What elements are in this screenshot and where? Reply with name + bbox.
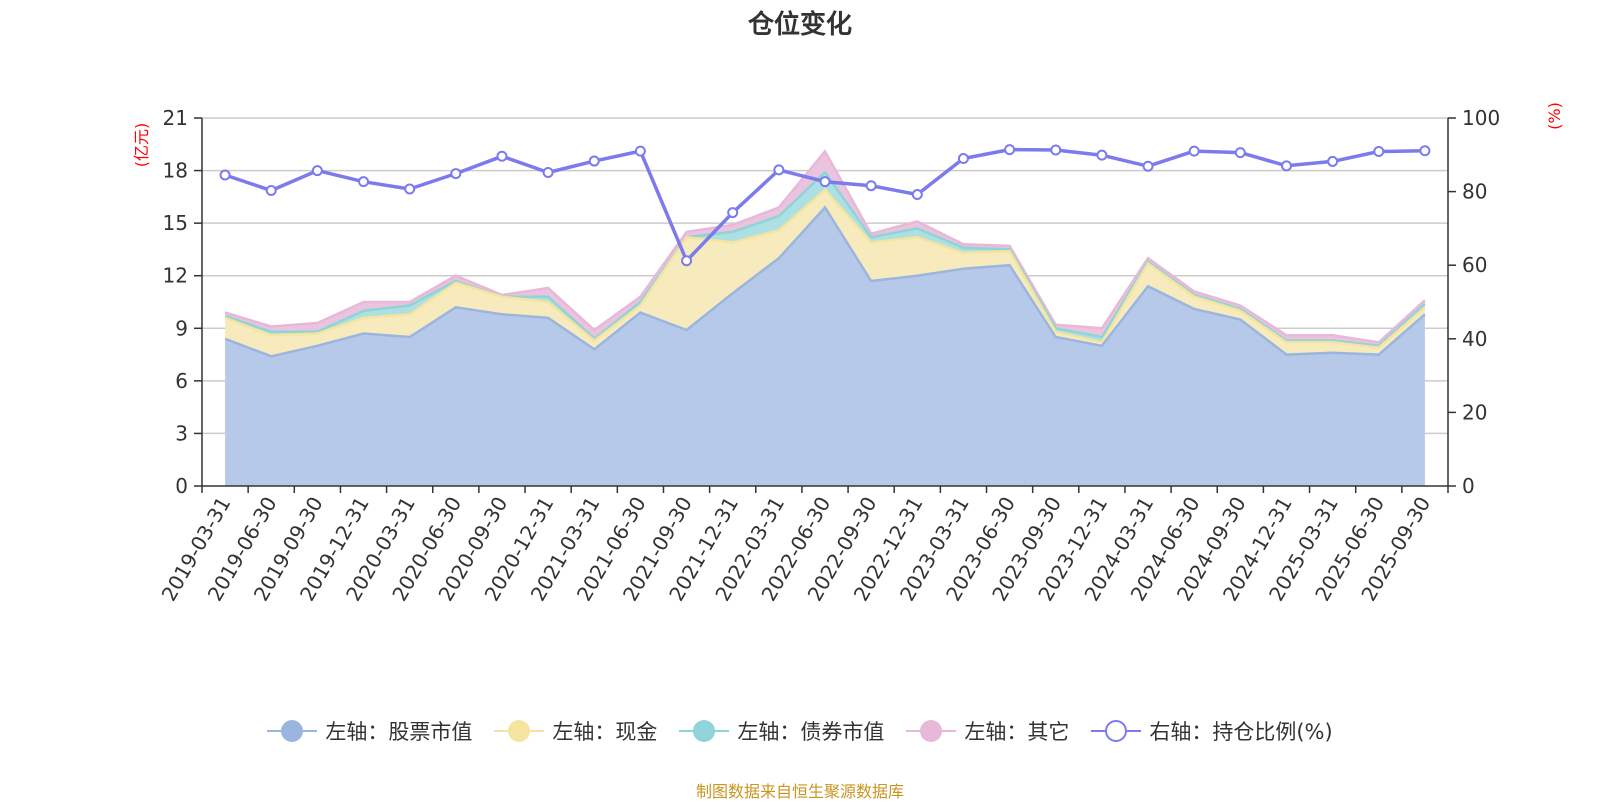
legend-label-stock: 左轴：股票市值 xyxy=(325,720,473,744)
area-edge-line xyxy=(224,205,1426,358)
right-tick-label: 20 xyxy=(1462,400,1487,424)
ratio-point xyxy=(681,255,693,267)
stacked-areas xyxy=(224,149,1426,486)
area-band xyxy=(225,207,1425,486)
ratio-point xyxy=(265,184,277,196)
ratio-point xyxy=(911,189,923,201)
area-edge-line xyxy=(224,170,1426,348)
ratio-point xyxy=(1419,145,1431,157)
ratio-point xyxy=(1373,145,1385,157)
area-edge-line xyxy=(224,149,1426,344)
source-note: 制图数据来自恒生聚源数据库 xyxy=(695,782,904,801)
legend-label-other: 左轴：其它 xyxy=(964,720,1070,744)
ratio-point xyxy=(542,166,554,178)
right-axis-unit-label: (%) xyxy=(1545,102,1564,130)
ratio-point xyxy=(496,150,508,162)
left-tick-label: 9 xyxy=(175,316,188,340)
ratio-point xyxy=(1096,149,1108,161)
legend-symbol-bond xyxy=(679,719,730,743)
left-tick-label: 6 xyxy=(175,369,188,393)
legend-item-other[interactable]: 左轴：其它 xyxy=(906,716,1069,746)
ratio-point xyxy=(727,207,739,219)
legend-symbol-stock xyxy=(267,719,318,743)
ratio-point xyxy=(1142,160,1154,172)
legend-item-stock[interactable]: 左轴：股票市值 xyxy=(267,716,472,746)
right-tick-label: 0 xyxy=(1462,474,1475,498)
legend-symbol-other xyxy=(906,719,957,743)
ratio-point xyxy=(404,183,416,195)
ratio-line-series xyxy=(219,144,1431,267)
right-tick-label: 60 xyxy=(1462,253,1487,277)
legend-item-cash[interactable]: 左轴：现金 xyxy=(494,716,657,746)
left-axis-unit-label: (亿元) xyxy=(132,123,151,168)
ratio-point xyxy=(865,180,877,192)
legend-label-cash: 左轴：现金 xyxy=(552,720,658,744)
legend-symbol-ratio xyxy=(1091,719,1142,743)
ratio-point xyxy=(311,165,323,177)
left-tick-label: 15 xyxy=(163,211,188,235)
ratio-point xyxy=(773,164,785,176)
ratio-point xyxy=(1280,160,1292,172)
ratio-point xyxy=(634,145,646,157)
ratio-point xyxy=(588,155,600,167)
ratio-point xyxy=(219,169,231,181)
ratio-point xyxy=(819,176,831,188)
ratio-point xyxy=(450,168,462,180)
ratio-point xyxy=(1050,144,1062,156)
legend-item-bond[interactable]: 左轴：债券市值 xyxy=(679,716,884,746)
ratio-point xyxy=(957,152,969,164)
right-tick-label: 100 xyxy=(1462,106,1500,130)
left-tick-label: 0 xyxy=(175,474,188,498)
right-tick-label: 40 xyxy=(1462,327,1487,351)
chart-title: 仓位变化 xyxy=(747,10,852,40)
ratio-point xyxy=(1004,144,1016,156)
ratio-point xyxy=(1188,145,1200,157)
left-tick-label: 21 xyxy=(163,106,188,130)
area-edge-line xyxy=(224,188,1426,349)
ratio-point xyxy=(358,176,370,188)
right-tick-label: 80 xyxy=(1462,180,1487,204)
left-tick-label: 18 xyxy=(163,159,188,183)
ratio-point xyxy=(1327,155,1339,167)
legend-label-ratio: 右轴：持仓比例(%) xyxy=(1149,720,1333,744)
ratio-point xyxy=(1234,147,1246,159)
legend-symbol-cash xyxy=(494,719,545,743)
left-tick-label: 3 xyxy=(175,421,188,445)
legend-item-ratio[interactable]: 右轴：持仓比例(%) xyxy=(1091,716,1333,746)
legend-label-bond: 左轴：债券市值 xyxy=(737,720,885,744)
left-tick-label: 12 xyxy=(163,264,188,288)
legend: 左轴：股票市值 左轴：现金 左轴：债券市值 左轴：其它 右轴：持仓比例(%) xyxy=(0,716,1600,746)
